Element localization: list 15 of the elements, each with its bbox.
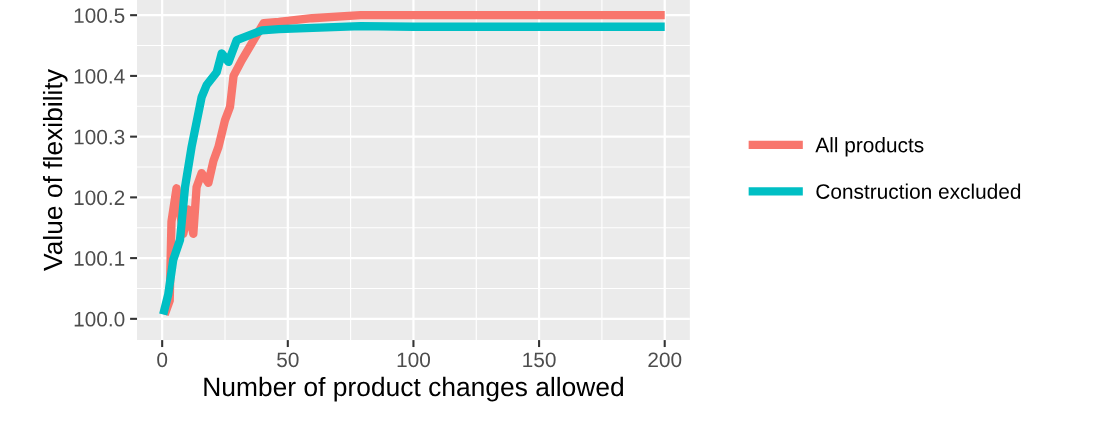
y-tick-label: 100.4 (74, 68, 125, 84)
x-axis-title: Number of product changes allowed (204, 376, 623, 402)
legend-label: All products (815, 137, 924, 157)
y-tick-label: 100.5 (74, 8, 125, 23)
y-axis-title: Value of flexibility (42, 69, 68, 271)
legend-label: Construction excluded (816, 183, 1021, 199)
x-tick-label: 100 (397, 352, 431, 368)
y-tick-label: 100.0 (74, 311, 125, 327)
y-tick-label: 100.2 (74, 190, 125, 206)
x-tick-label: 50 (277, 352, 299, 368)
y-tick-label: 100.3 (74, 129, 125, 145)
y-tick-label: 100.1 (74, 251, 125, 266)
x-tick-label: 150 (523, 352, 556, 368)
x-tick-label: 0 (157, 352, 168, 368)
x-tick-label: 200 (648, 352, 682, 368)
